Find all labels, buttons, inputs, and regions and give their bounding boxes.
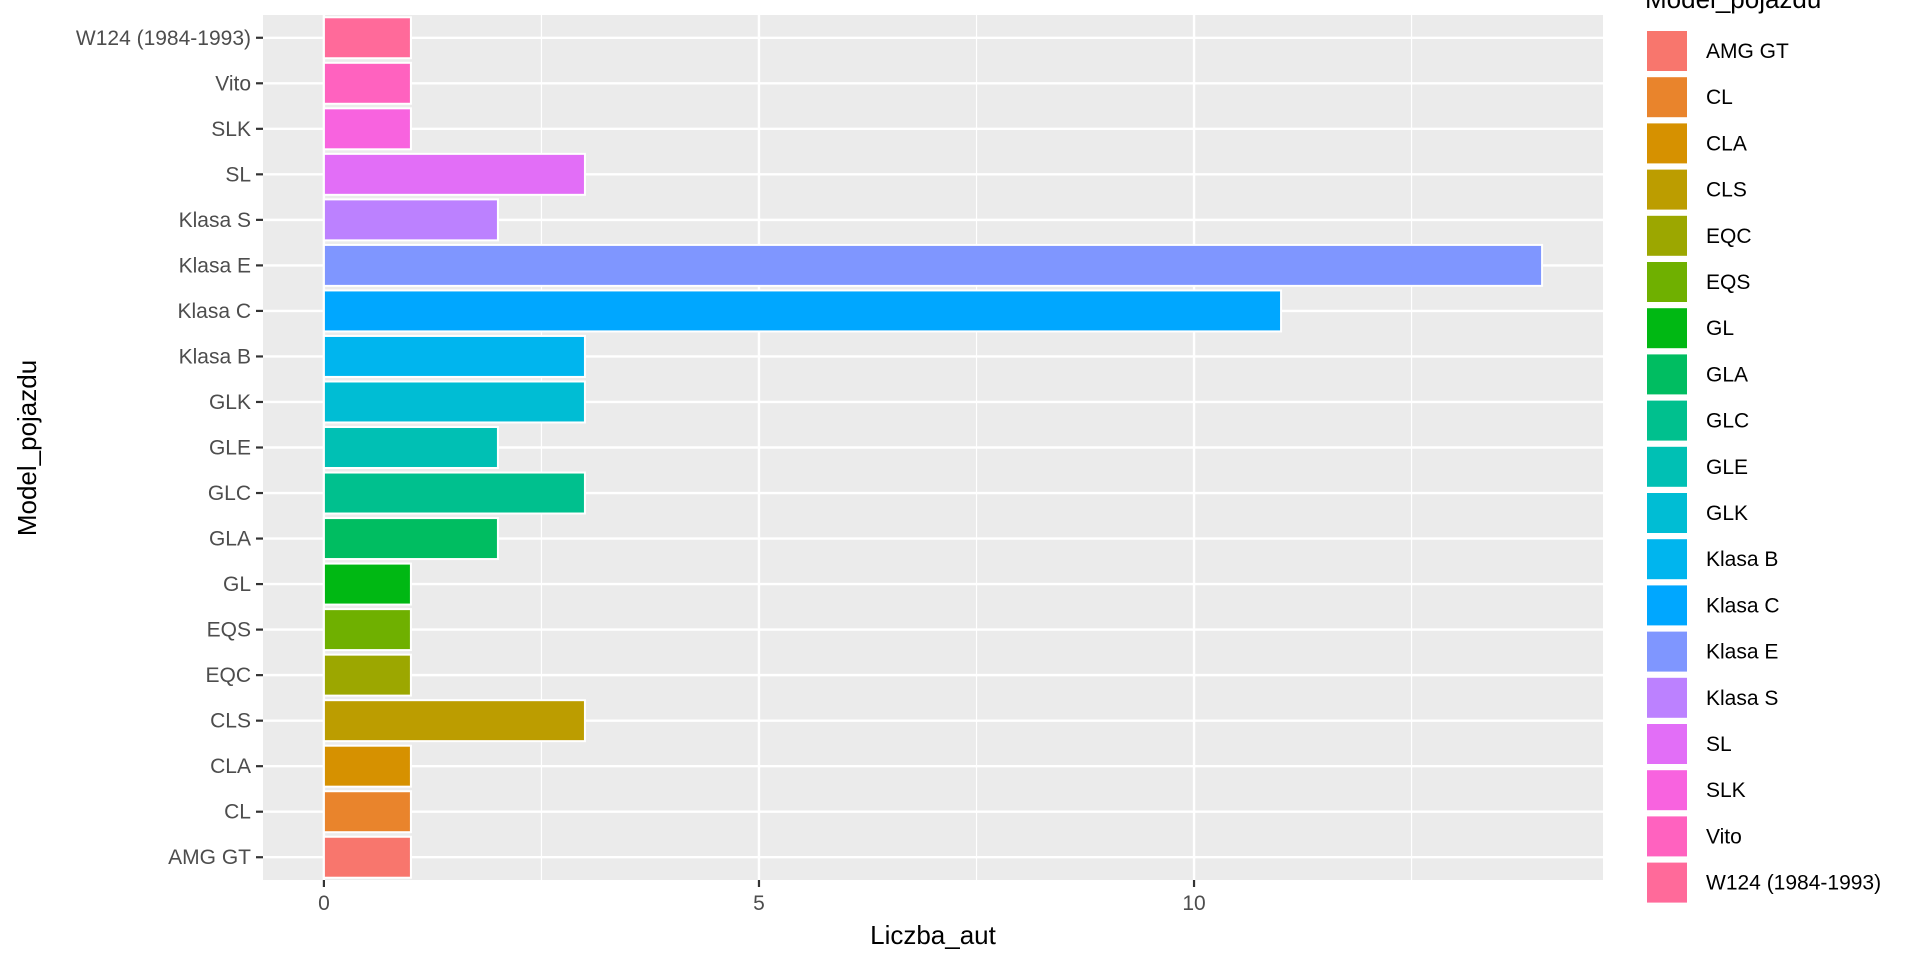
- bar-klasa-b: [322, 334, 586, 378]
- x-tick-label: 10: [1182, 892, 1205, 915]
- legend-label: SLK: [1706, 779, 1746, 802]
- bar-vito: [322, 61, 412, 105]
- y-axis-title: Model_pojazdu: [12, 360, 42, 536]
- y-tick-label: CLS: [210, 710, 251, 733]
- bar-gla: [322, 517, 499, 561]
- y-tick-label: GLE: [209, 437, 251, 460]
- bar-glk: [322, 380, 586, 424]
- bars-group: [322, 16, 1544, 879]
- y-tick-label: SLK: [211, 118, 251, 141]
- bar-gle: [322, 426, 499, 469]
- bar-cl: [322, 790, 412, 834]
- bar-glc: [322, 471, 586, 515]
- y-tick-label: GL: [223, 573, 251, 596]
- y-tick-label: CLA: [210, 755, 251, 778]
- legend-key-fill: [1645, 352, 1689, 397]
- legend: Model_pojazdu AMG GT CL CLA CLS EQC EQS GL GLA G…: [1645, 0, 1881, 905]
- bar-slk: [322, 107, 412, 151]
- y-tick-label: SL: [225, 163, 251, 186]
- legend-key-fill: [1645, 583, 1689, 628]
- y-tick-label: GLK: [209, 391, 251, 414]
- legend-key-fill: [1645, 444, 1689, 489]
- legend-key-fill: [1645, 29, 1689, 73]
- legend-key-fill: [1645, 306, 1689, 351]
- bar-cla: [322, 744, 412, 788]
- y-tick-label: Klasa B: [179, 345, 251, 368]
- bar-klasa-e: [322, 243, 1544, 287]
- bar-gl: [322, 562, 412, 606]
- legend-key-fill: [1645, 167, 1689, 212]
- bar-klasa-s: [322, 198, 499, 242]
- legend-key-fill: [1645, 722, 1689, 766]
- legend-label: Klasa C: [1706, 594, 1780, 617]
- x-axis: 0 5 10: [318, 880, 1206, 915]
- legend-label: W124 (1984-1993): [1706, 872, 1881, 895]
- legend-key-fill: [1645, 537, 1689, 582]
- legend-label: Klasa B: [1706, 548, 1778, 571]
- legend-label: Klasa E: [1706, 641, 1778, 664]
- legend-label: SL: [1706, 733, 1732, 756]
- y-tick-label: CL: [224, 801, 251, 824]
- y-tick-label: AMG GT: [168, 846, 251, 869]
- legend-label: GLC: [1706, 410, 1749, 433]
- legend-label: EQS: [1706, 271, 1750, 294]
- bar-sl: [322, 152, 586, 196]
- bar-amg-gt: [322, 835, 412, 879]
- legend-key-fill: [1645, 629, 1689, 674]
- bar-eqc: [322, 653, 412, 697]
- legend-label: GLK: [1706, 502, 1748, 525]
- y-tick-label: EQC: [205, 664, 251, 687]
- x-tick-label: 5: [753, 892, 765, 915]
- legend-label: CL: [1706, 86, 1733, 109]
- legend-key-fill: [1645, 491, 1689, 535]
- legend-label: GL: [1706, 317, 1734, 340]
- legend-key-fill: [1645, 768, 1689, 813]
- y-tick-label: GLC: [208, 482, 251, 505]
- legend-label: CLS: [1706, 179, 1747, 202]
- legend-label: Vito: [1706, 825, 1742, 848]
- legend-key-fill: [1645, 213, 1689, 258]
- bar-klasa-c: [322, 289, 1283, 333]
- y-tick-label: W124 (1984-1993): [76, 27, 251, 50]
- y-tick-label: Klasa C: [177, 300, 251, 323]
- y-tick-label: Vito: [215, 72, 251, 95]
- bar-w124-1984-1993-: [322, 16, 412, 60]
- legend-label: GLA: [1706, 363, 1748, 386]
- legend-key-fill: [1645, 814, 1689, 859]
- y-axis: AMG GT CL CLA CLS EQC EQS GL GLA GLC GLE GLK Klasa …: [76, 27, 263, 869]
- legend-label: GLE: [1706, 456, 1748, 479]
- legend-key-fill: [1645, 121, 1689, 166]
- y-tick-label: Klasa E: [179, 254, 251, 277]
- legend-title: Model_pojazdu: [1645, 0, 1821, 14]
- y-tick-label: Klasa S: [179, 209, 251, 232]
- legend-label: Klasa S: [1706, 687, 1778, 710]
- x-axis-title: Liczba_aut: [870, 920, 997, 950]
- legend-key-fill: [1645, 860, 1689, 905]
- legend-label: CLA: [1706, 132, 1747, 155]
- legend-keys: AMG GT CL CLA CLS EQC EQS GL GLA GLC GLE GLK Klasa …: [1645, 29, 1881, 905]
- bar-eqs: [322, 608, 412, 652]
- legend-label: AMG GT: [1706, 40, 1789, 63]
- legend-key-fill: [1645, 675, 1689, 720]
- y-tick-label: EQS: [207, 619, 251, 642]
- x-tick-label: 0: [318, 892, 330, 915]
- legend-key-fill: [1645, 75, 1689, 120]
- bar-cls: [322, 699, 586, 743]
- legend-label: EQC: [1706, 225, 1752, 248]
- legend-key-fill: [1645, 260, 1689, 304]
- legend-key-fill: [1645, 398, 1689, 443]
- y-tick-label: GLA: [209, 528, 251, 551]
